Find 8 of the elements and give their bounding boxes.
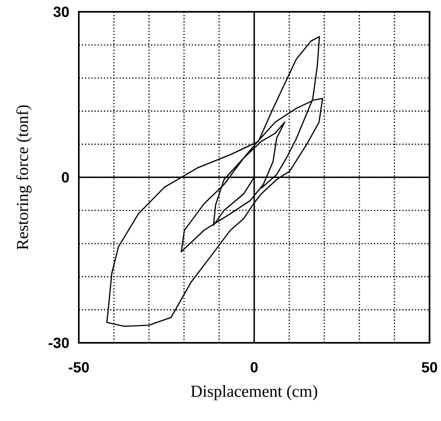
x-axis-title: Displacement (cm): [190, 385, 318, 400]
y-tick-label: -30: [48, 338, 69, 348]
y-axis-title: Restoring force (tonf): [16, 105, 32, 250]
x-tick-label: 0: [250, 362, 258, 373]
x-tick-label: 50: [422, 362, 438, 373]
y-tick-label: 30: [53, 6, 69, 18]
x-tick-label: -50: [68, 362, 89, 373]
y-tick-label: 0: [62, 172, 69, 183]
